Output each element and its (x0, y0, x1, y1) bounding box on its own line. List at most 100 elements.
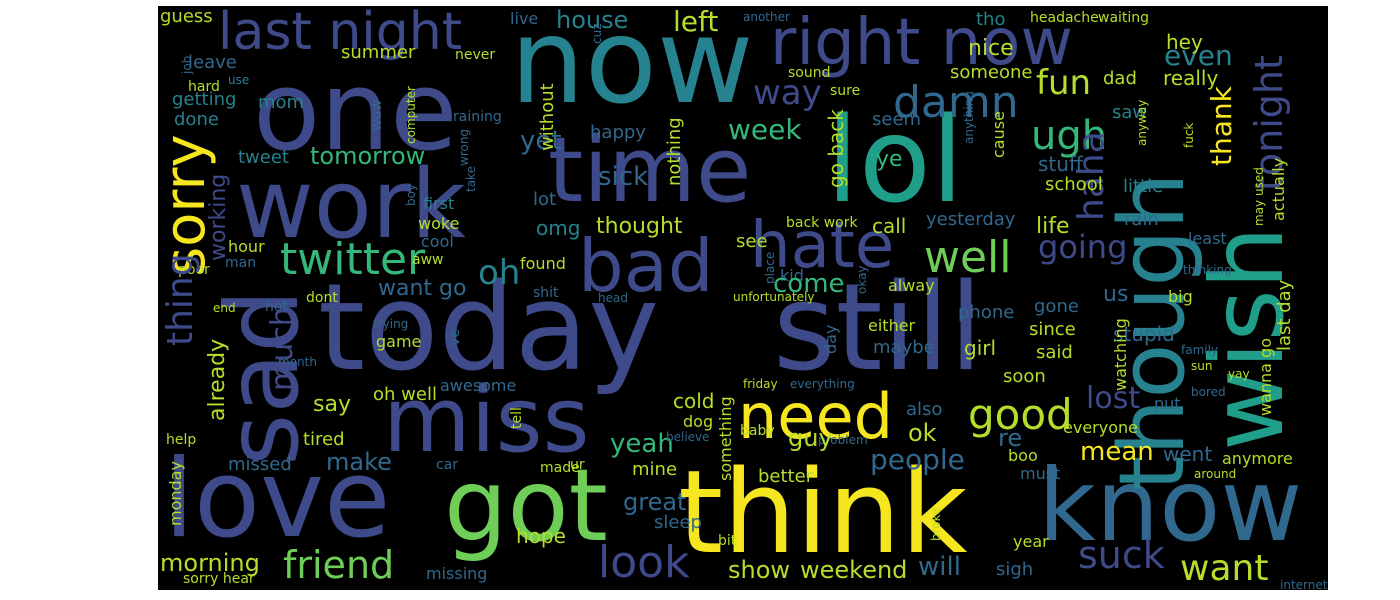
word-way: way (753, 73, 822, 113)
word-head: head (598, 291, 628, 305)
word-job: job (180, 55, 194, 74)
word-game: game (376, 332, 422, 351)
word-yesterday: yesterday (926, 209, 1016, 230)
word-make: make (326, 448, 392, 476)
word-thought: thought (596, 214, 683, 239)
word-left: left (673, 6, 719, 38)
word-yay: yay (1228, 367, 1250, 381)
word-good: good (968, 390, 1073, 439)
word-anything: anything (962, 91, 976, 144)
word-since: since (1029, 319, 1076, 340)
word-summer: summer (341, 42, 416, 63)
word-gone: gone (1034, 296, 1079, 317)
word-never: never (455, 47, 496, 63)
word-life: life (1036, 214, 1070, 239)
word-hour: hour (228, 237, 265, 256)
word-year: year (1013, 532, 1049, 551)
word-anyway: anyway (1135, 99, 1149, 146)
word-ok: ok (908, 419, 937, 447)
word-wow: wow (369, 99, 385, 131)
word-still: still (773, 259, 983, 398)
word-everything: everything (790, 377, 855, 391)
word-boy: boy (404, 183, 418, 206)
word-used: used (1252, 167, 1266, 196)
word-car: car (436, 457, 459, 473)
word-people: people (870, 443, 965, 476)
word-guess: guess (160, 6, 213, 27)
word-show: show (728, 556, 791, 584)
word-hey: hey (1166, 30, 1203, 54)
word-mom: mom (258, 92, 305, 113)
word-raining: raining (453, 109, 502, 125)
word-dont: dont (306, 290, 338, 306)
word-thinking: thinking (1183, 263, 1232, 277)
word-friday: friday (743, 377, 778, 391)
word-wanna-go: wanna go (1256, 337, 1275, 416)
word-look: look (598, 537, 690, 588)
word-leave: leave (188, 52, 237, 73)
word-tomorrow: tomorrow (310, 142, 426, 170)
word-cuz: cuz (590, 23, 604, 44)
word-call: call (872, 214, 907, 238)
word-oh: oh (478, 253, 521, 293)
word-alway: alway (888, 276, 935, 295)
word-hope: hope (516, 524, 566, 548)
word-bit: bit (718, 533, 737, 549)
word-love: love (164, 437, 391, 562)
word-ve: ve (447, 329, 463, 346)
word-shit: shit (533, 285, 559, 301)
word-much: much (265, 307, 300, 391)
word-unfortunately: unfortunately (733, 290, 815, 304)
word-us: us (1103, 282, 1129, 307)
word-phone: phone (958, 302, 1015, 323)
word-fuck: fuck (1182, 122, 1196, 148)
word-tweet: tweet (238, 147, 289, 168)
word-tell: tell (509, 407, 525, 429)
word-sun: sun (1191, 359, 1213, 373)
word-broke: broke (929, 507, 943, 541)
word-go-back: go back (824, 109, 848, 188)
word-thing: thing (160, 253, 201, 346)
word-miss: miss (383, 368, 590, 473)
word-suck: suck (1078, 533, 1165, 577)
word-say: say (313, 392, 351, 417)
word-thank: thank (1205, 86, 1238, 166)
word-end: end (213, 301, 236, 315)
word-want-go: want go (378, 276, 467, 301)
word-bad: bad (578, 224, 714, 308)
word-dad: dad (1103, 68, 1137, 89)
word-happy: happy (590, 122, 646, 143)
word-waiting: waiting (1098, 10, 1150, 26)
word-anymore: anymore (1222, 449, 1293, 468)
word-little: little (1123, 176, 1164, 197)
word-trying: trying (373, 317, 409, 331)
word-awesome: awesome (440, 376, 517, 395)
word-re: re (998, 424, 1023, 452)
word-aww: aww (412, 252, 444, 268)
word-watching: watching (1111, 318, 1130, 391)
word-another: another (743, 10, 790, 24)
word-something: something (716, 396, 735, 481)
word-hard: hard (188, 79, 220, 95)
word-twitter: twitter (280, 234, 426, 285)
word-help: help (166, 432, 197, 448)
word-least: least (1188, 229, 1227, 248)
word-work: work (236, 150, 466, 260)
word-hot: hot (265, 299, 288, 315)
word-also: also (906, 399, 943, 420)
word-maybe: maybe (873, 337, 935, 358)
word-last-night: last night (218, 6, 463, 62)
word-ur: ur (570, 457, 585, 473)
word-boo: boo (1008, 446, 1038, 465)
word-want: want (1180, 548, 1269, 589)
word-sure: sure (830, 83, 861, 99)
word-big: big (1168, 287, 1193, 306)
word-someone: someone (950, 62, 1033, 83)
word-better: better (758, 466, 814, 487)
word-tired: tired (303, 429, 345, 450)
word-fun: fun (1036, 63, 1092, 103)
word-morning: morning (160, 549, 260, 577)
word-mine: mine (632, 459, 678, 480)
word-going: going (1038, 228, 1128, 266)
word-cool: cool (421, 232, 454, 251)
